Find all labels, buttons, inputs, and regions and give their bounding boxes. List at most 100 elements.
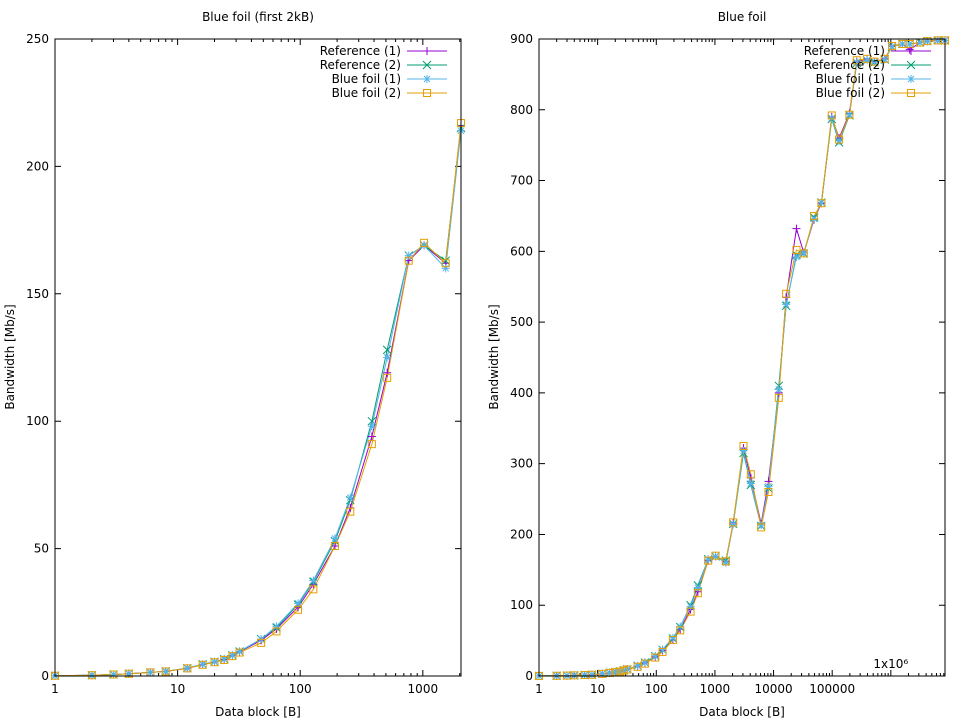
- legend-marker: [907, 47, 915, 55]
- data-point: [330, 542, 339, 551]
- y-axis-label: Bandwidth [Mb/s]: [487, 304, 501, 409]
- legend-label: Blue foil (2): [816, 86, 885, 100]
- chart-left: Blue foil (first 2kB) Data block [B] Ban…: [3, 10, 466, 719]
- data-point: [404, 256, 413, 265]
- data-point: [658, 647, 667, 656]
- data-point: [420, 241, 429, 250]
- data-point: [905, 39, 914, 48]
- data-point: [757, 523, 766, 532]
- data-point: [746, 470, 755, 479]
- data-point: [272, 627, 281, 636]
- x-tick-label: 1000: [408, 682, 439, 696]
- data-point: [183, 664, 192, 673]
- data-point: [880, 54, 889, 63]
- data-point: [676, 626, 685, 635]
- data-point: [739, 441, 748, 450]
- y-tick-label: 600: [510, 244, 533, 258]
- data-point: [757, 521, 766, 530]
- plot-frame: [54, 38, 462, 677]
- data-point: [580, 671, 589, 680]
- y-tick-label: 0: [525, 669, 533, 683]
- data-point: [109, 670, 118, 679]
- data-point: [845, 110, 854, 119]
- data-point: [686, 607, 695, 616]
- y-tick-label: 250: [26, 32, 49, 46]
- data-point: [383, 368, 392, 377]
- y-tick-label: 200: [26, 159, 49, 173]
- x-tick-label: 1000: [700, 682, 731, 696]
- data-point: [235, 647, 244, 656]
- data-point: [746, 479, 755, 488]
- y-tick-label: 400: [510, 386, 533, 400]
- data-point: [835, 135, 844, 144]
- data-point: [810, 211, 819, 220]
- data-point: [774, 393, 783, 402]
- data-point: [257, 638, 266, 647]
- data-point: [792, 224, 801, 233]
- data-point: [441, 256, 451, 266]
- data-point: [220, 655, 229, 664]
- y-tick-label: 150: [26, 287, 49, 301]
- data-point: [870, 57, 879, 66]
- y-tick-label: 0: [41, 669, 49, 683]
- data-point: [87, 671, 96, 680]
- data-point: [693, 583, 702, 592]
- data-point: [441, 264, 450, 273]
- data-point: [827, 111, 836, 120]
- legend: Reference (1)Reference (2)Blue foil (1)B…: [804, 44, 931, 100]
- data-point: [309, 576, 318, 585]
- data-point: [587, 670, 596, 679]
- data-point: [933, 36, 942, 45]
- legend-label: Reference (1): [804, 44, 885, 58]
- data-point: [810, 214, 819, 223]
- data-point: [611, 668, 620, 677]
- legend-label: Reference (2): [804, 58, 885, 72]
- x-tick-label: 10: [590, 682, 605, 696]
- data-point: [888, 42, 897, 51]
- data-point: [923, 37, 932, 46]
- y-tick-label: 200: [510, 527, 533, 541]
- data-point: [330, 542, 339, 551]
- data-point: [605, 668, 614, 677]
- legend-label: Blue foil (1): [332, 72, 401, 86]
- legend: Reference (1)Reference (2)Blue foil (1)B…: [320, 44, 447, 100]
- data-point: [729, 518, 738, 527]
- legend-marker: [906, 60, 916, 70]
- data-point: [799, 249, 808, 258]
- data-point: [210, 658, 219, 667]
- data-point: [228, 651, 237, 660]
- legend-marker: [422, 60, 432, 70]
- data-point: [109, 670, 118, 679]
- data-point: [764, 482, 773, 491]
- legend-label: Blue foil (1): [816, 72, 885, 86]
- y-tick-label: 900: [510, 32, 533, 46]
- data-point: [721, 557, 730, 566]
- x-tick-label: 1: [535, 682, 543, 696]
- data-point: [124, 669, 133, 678]
- x-tick-label: 100: [289, 682, 312, 696]
- y-tick-label: 700: [510, 174, 533, 188]
- plot-frame: [538, 38, 946, 677]
- data-point: [852, 58, 861, 67]
- data-point: [272, 622, 281, 631]
- x-tick-label: 1: [51, 682, 59, 696]
- data-point: [570, 671, 579, 680]
- data-point: [210, 657, 219, 666]
- y-tick-label: 50: [34, 542, 49, 556]
- data-point: [905, 39, 914, 48]
- data-point: [817, 199, 826, 208]
- data-point: [686, 602, 695, 611]
- data-point: [711, 551, 720, 560]
- data-point: [923, 37, 932, 46]
- data-point: [774, 385, 783, 394]
- x-tick-label: 10000: [754, 682, 792, 696]
- data-point: [183, 664, 192, 673]
- data-point: [161, 667, 170, 676]
- data-point: [640, 659, 649, 668]
- data-point: [124, 669, 133, 678]
- data-point: [570, 671, 579, 680]
- data-point: [198, 660, 207, 669]
- chart-right: Blue foil Data block [B] Bandwidth [Mb/s…: [487, 10, 950, 719]
- data-point: [346, 493, 355, 502]
